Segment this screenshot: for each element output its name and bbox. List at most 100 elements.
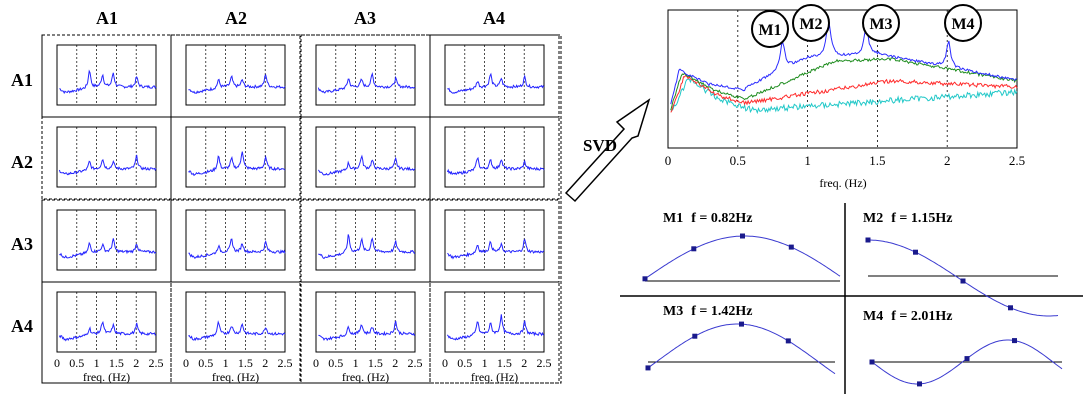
cell-plot-frame [56, 209, 157, 271]
cell-plot-frame [56, 291, 157, 353]
cell-spectrum-line [188, 238, 286, 259]
sv-x-tick-label: 2.5 [1009, 153, 1025, 168]
cell-border [170, 34, 301, 118]
mode-shape-node [692, 333, 698, 339]
cell-x-tick-label: 0.5 [457, 356, 472, 370]
spectrum-cell-r4-c4: 0 0.5 1 1.5 2 2.5 freq. (Hz) [429, 281, 560, 384]
col-header-a3: A3 [354, 8, 376, 28]
cell-xlabel: freq. (Hz) [342, 370, 389, 384]
peak-circle-m2 [792, 4, 830, 42]
cell-spectrum-line [317, 154, 416, 176]
cell-spectrum-line [59, 238, 157, 259]
cell-spectrum-line [188, 320, 286, 341]
mode-name-m4: M4 [863, 309, 883, 324]
cell-xlabel: freq. (Hz) [212, 370, 259, 384]
cell-plot-frame [56, 126, 157, 188]
cell-x-tick-label: 1.5 [368, 356, 383, 370]
cell-plot-frame [444, 209, 545, 271]
peak-label-m4: M4 [951, 16, 974, 33]
sv-x-tick-label: 1 [804, 153, 811, 168]
mode-shape-node [917, 381, 922, 387]
cell-plot-frame [315, 291, 416, 353]
cell-x-tick-label: 0 [313, 356, 319, 370]
cell-x-tick-label: 0.5 [198, 356, 213, 370]
peak-label-m3: M3 [869, 16, 892, 33]
cell-plot-frame [185, 291, 286, 353]
spectrum-cell-r1-c1 [41, 34, 172, 118]
cell-x-tick-label: 0 [183, 356, 189, 370]
row-header-a4: A4 [11, 316, 33, 336]
cell-border [429, 116, 560, 200]
sv-plot-lines [670, 19, 1018, 115]
spectrum-cell-r4-c2: 0 0.5 1 1.5 2 2.5 freq. (Hz) [170, 281, 301, 384]
cell-plot-frame [185, 44, 286, 106]
spectrum-matrix: A1 A2 A3 A4 A1 A2 A3 A4 0 0.5 1 1.5 2 2.5 freq… [11, 8, 562, 384]
mode-shape-node [691, 246, 697, 252]
cell-border [429, 199, 560, 283]
spectrum-cell-r1-c3 [300, 34, 431, 118]
mode-freq-m1: f = 0.82Hz [691, 211, 752, 226]
spectrum-cell-r2-c3 [300, 116, 431, 200]
spectrum-cell-r3-c4 [429, 199, 560, 283]
spectrum-cell-r1-c4 [429, 34, 560, 118]
col-header-a1: A1 [96, 8, 118, 28]
mode-shape-line [644, 235, 841, 280]
cell-x-tick-label: 2.5 [537, 356, 552, 370]
peak-marker-m3: M3 [862, 4, 900, 42]
row-header-a3: A3 [11, 234, 33, 254]
cell-spectrum-line [318, 234, 416, 260]
cell-x-tick-label: 1.5 [109, 356, 124, 370]
cell-xlabel: freq. (Hz) [471, 370, 518, 384]
svd-label: SVD [583, 136, 617, 155]
mode-shape-m3 [645, 321, 836, 375]
sv-line-4 [670, 78, 1018, 115]
cell-x-tick-label: 1.5 [238, 356, 253, 370]
mode-title-m1: M1 f = 0.82Hz [663, 211, 752, 226]
row-header-a2: A2 [11, 152, 33, 172]
peak-marker-m2: M2 [792, 4, 830, 42]
sv-x-tick-label: 0.5 [730, 153, 746, 168]
mode-shape-node [964, 356, 970, 362]
svd-arrow: SVD [564, 98, 651, 203]
cell-spectrum-line [59, 69, 157, 95]
svd-arrow-shape [564, 98, 651, 203]
cell-plot-frame [315, 209, 416, 271]
spectrum-cell-r1-c2 [170, 34, 301, 118]
cell-x-tick-label: 1.5 [497, 356, 512, 370]
mode-shape-node [785, 338, 791, 344]
cell-spectrum-line [446, 314, 545, 341]
cell-x-tick-label: 2.5 [149, 356, 164, 370]
sv-line-2 [670, 57, 1018, 111]
mode-shape-node [788, 244, 794, 250]
mode-freq-m3: f = 1.42Hz [691, 304, 752, 319]
spectrum-cell-r2-c4 [429, 116, 560, 200]
mode-shape-line [868, 239, 1059, 317]
mode-shape-line [647, 323, 836, 375]
mode-shape-m4 [869, 338, 1063, 387]
row-header-a1: A1 [11, 70, 33, 90]
cell-x-tick-label: 1 [223, 356, 229, 370]
cell-x-tick-label: 1 [353, 356, 359, 370]
sv-x-tick-label: 1.5 [869, 153, 885, 168]
matrix-cells: 0 0.5 1 1.5 2 2.5 freq. (Hz) 0 0.5 1 1.5 2 2.5 freq. … [41, 34, 560, 384]
cell-x-tick-label: 1 [482, 356, 488, 370]
mode-name-m1: M1 [663, 211, 683, 226]
sv-plot-xlabel: freq. (Hz) [819, 176, 866, 190]
cell-plot-frame [185, 126, 286, 188]
sv-plot-x-ticks: 0 0.5 1 1.5 2 2.5 [665, 153, 1025, 168]
mode-shape-node [642, 276, 648, 282]
spectrum-cell-r4-c3: 0 0.5 1 1.5 2 2.5 freq. (Hz) [300, 281, 431, 384]
spectrum-cell-r3-c3 [300, 199, 431, 283]
mode-title-m2: M2 f = 1.15Hz [863, 211, 952, 226]
cell-border [170, 199, 301, 283]
spectrum-cell-r3-c1 [41, 199, 172, 283]
col-header-a2: A2 [225, 8, 247, 28]
peak-label-m1: M1 [758, 22, 781, 39]
cell-x-tick-label: 2 [133, 356, 139, 370]
mode-name-m3: M3 [663, 304, 683, 319]
cell-border [170, 116, 301, 200]
mode-shape-curves [642, 233, 1063, 387]
mode-name-m2: M2 [863, 211, 883, 226]
mode-shape-node [1012, 338, 1017, 344]
cell-border [429, 34, 560, 118]
